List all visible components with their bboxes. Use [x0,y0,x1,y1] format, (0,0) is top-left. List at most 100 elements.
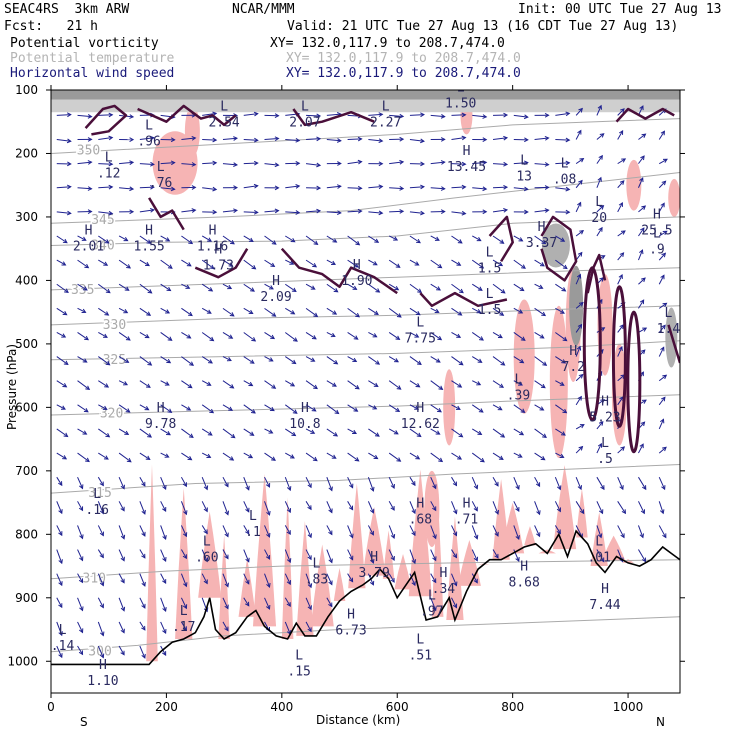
wind-vector-head [497,333,503,339]
wind-vector [160,597,167,612]
wind-vector-head [233,136,239,141]
wind-vector-head [416,432,422,438]
wind-vector-head [503,161,509,167]
wind-vector [596,155,603,164]
extremum-type: L [416,315,424,330]
wind-vector [97,645,104,658]
wind-vector-head [333,360,339,365]
wind-vector-head [453,581,458,587]
wind-vector-head [535,482,541,488]
extremum-value: 3.79 [358,566,389,581]
wind-vector [326,259,336,265]
wind-vector-head [248,309,254,315]
wind-vector [118,525,125,539]
wind-vector-head [224,510,230,516]
wind-vector-head [438,385,444,391]
wind-vector [638,476,647,490]
wind-vector-head [662,230,668,236]
wind-vector [409,283,422,293]
wind-vector [347,573,354,582]
extremum-type: H [353,258,361,273]
wind-vector-head [224,582,229,588]
wind-vector [284,597,291,607]
wind-vector [98,186,113,189]
wind-vector [305,573,312,588]
wind-vector-head [147,433,153,438]
wind-vector-head [307,605,312,611]
wind-vector-head [307,533,312,539]
wind-vector [534,356,547,366]
wind-vector [596,501,604,514]
wind-vector-head [170,160,176,166]
wind-vector [638,277,646,285]
wind-vector-head [556,529,561,535]
wind-vector [534,404,544,411]
wind-vector-head [228,262,234,267]
shade-plume [175,487,193,640]
wind-vector-head [411,581,416,587]
wind-vector [658,446,667,454]
extremum-value: .76 [149,176,172,191]
wind-vector-head [494,509,500,515]
wind-vector-head [661,396,666,402]
wind-vector [139,235,151,244]
wind-vector-head [479,457,485,463]
extremum-type: L [595,195,603,210]
wind-vector [388,235,398,241]
wind-vector-head [328,530,333,536]
wind-vector [306,138,321,141]
wind-vector-head [499,383,505,388]
wind-vector [326,452,337,459]
wind-vector [471,501,478,511]
wind-vector [160,259,173,269]
wind-vector [97,621,104,636]
extremum-type: H [463,144,471,159]
wind-vector [430,114,445,118]
wind-vector-head [224,532,229,538]
wind-vector-head [396,313,402,318]
wind-vector-head [286,602,291,608]
wind-vector-head [166,286,172,292]
wind-vector [56,186,71,189]
wind-vector [243,307,253,314]
wind-vector-head [207,431,213,436]
wind-vector [243,259,256,270]
pv-contour-tower [611,285,627,428]
wind-vector [56,476,63,486]
pv-contour [137,104,237,127]
extremum-type: L [653,227,661,242]
wind-vector [98,114,113,116]
wind-vector [222,137,238,141]
wind-vector [56,452,67,460]
theta-contour [51,340,680,361]
wind-vector-head [336,138,342,143]
wind-vector [575,180,583,189]
wind-vector [284,477,291,491]
wind-vector [56,549,63,564]
wind-vector [222,259,233,267]
pv-contour [488,215,514,263]
wind-vector [326,380,337,387]
wind-vector [513,476,520,490]
wind-vector [285,307,295,315]
wind-vector [98,356,110,366]
wind-vector-head [290,238,296,243]
wind-vector-head [141,603,146,609]
wind-vector-head [162,485,167,491]
extremum-value: .39 [507,389,530,404]
wind-vector-head [600,255,606,260]
wind-vector [139,404,149,411]
wind-vector-head [560,237,566,242]
wind-vector-head [539,334,545,339]
wind-vector-head [394,358,400,363]
wind-vector [534,283,543,289]
wind-vector [451,476,457,486]
wind-vector [388,573,395,583]
wind-vector-head [452,481,458,487]
wind-vector [77,549,83,561]
extremum-value: .83 [305,573,328,588]
wind-vector [77,283,88,291]
wind-vector-head [311,407,317,412]
wind-vector-head [85,457,90,463]
extremum-value: .71 [455,512,478,527]
